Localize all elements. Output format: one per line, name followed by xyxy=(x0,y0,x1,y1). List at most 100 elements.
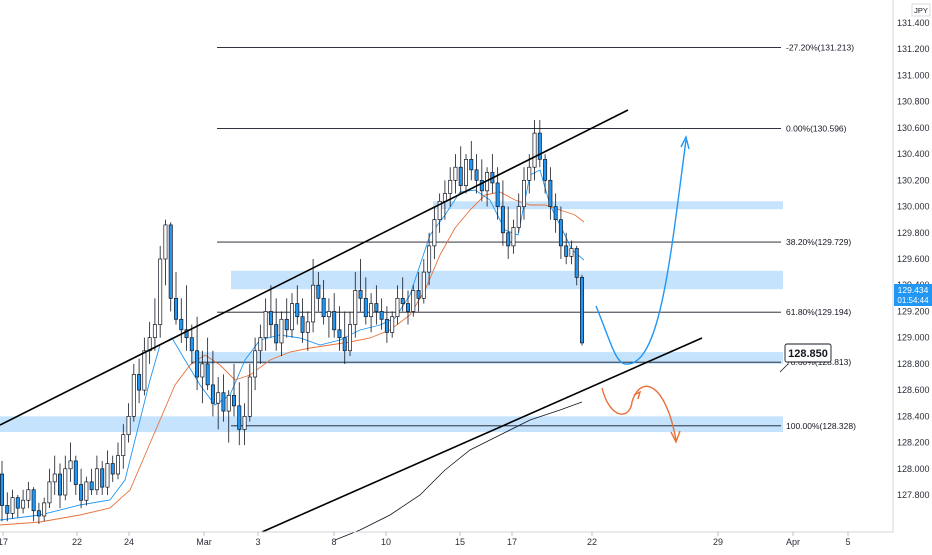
candle[interactable] xyxy=(311,259,316,333)
candle[interactable] xyxy=(158,245,163,338)
candle[interactable] xyxy=(543,154,548,194)
candle[interactable] xyxy=(58,463,62,509)
candle[interactable] xyxy=(537,120,542,168)
candle[interactable] xyxy=(390,311,395,338)
candle[interactable] xyxy=(110,455,115,482)
candle[interactable] xyxy=(432,206,437,259)
candle[interactable] xyxy=(200,350,205,404)
candle[interactable] xyxy=(300,298,305,343)
candle[interactable] xyxy=(73,455,78,495)
candle[interactable] xyxy=(348,311,352,357)
candle[interactable] xyxy=(316,272,321,312)
bearish-projection-arrow[interactable] xyxy=(601,385,677,441)
candle[interactable] xyxy=(253,337,258,391)
candle[interactable] xyxy=(290,293,294,338)
candle[interactable] xyxy=(152,298,157,351)
ma-long-line[interactable] xyxy=(334,401,583,541)
candle[interactable] xyxy=(263,298,268,351)
candle[interactable] xyxy=(237,382,242,446)
candle[interactable] xyxy=(174,272,178,325)
candle[interactable] xyxy=(321,279,326,325)
candle[interactable] xyxy=(516,193,521,233)
candle[interactable] xyxy=(395,285,400,325)
candle[interactable] xyxy=(337,306,342,351)
candle[interactable] xyxy=(500,180,505,246)
candle[interactable] xyxy=(574,245,579,286)
candle[interactable] xyxy=(216,377,221,430)
candle[interactable] xyxy=(94,455,99,495)
candle[interactable] xyxy=(506,206,511,259)
candle[interactable] xyxy=(226,390,231,443)
candle[interactable] xyxy=(100,460,105,495)
candle[interactable] xyxy=(400,277,405,312)
candle[interactable] xyxy=(558,206,563,259)
price-zone[interactable] xyxy=(231,270,783,290)
candle[interactable] xyxy=(10,489,15,519)
candle[interactable] xyxy=(189,324,194,364)
candle[interactable] xyxy=(126,403,131,443)
candle[interactable] xyxy=(427,232,432,286)
candle[interactable] xyxy=(42,497,47,522)
candle[interactable] xyxy=(258,324,263,364)
candle[interactable] xyxy=(295,285,300,325)
price-zone[interactable] xyxy=(433,201,783,210)
candle[interactable] xyxy=(21,489,26,514)
candle[interactable] xyxy=(15,495,20,518)
candle[interactable] xyxy=(52,455,57,495)
candle[interactable] xyxy=(358,259,363,312)
candle[interactable] xyxy=(163,219,168,286)
candle[interactable] xyxy=(379,298,384,330)
ma-fast-line[interactable] xyxy=(0,169,585,521)
candle[interactable] xyxy=(411,285,416,317)
candle[interactable] xyxy=(553,193,558,233)
candle[interactable] xyxy=(68,442,73,482)
candle[interactable] xyxy=(564,232,569,265)
candle[interactable] xyxy=(548,167,553,220)
candle[interactable] xyxy=(374,285,379,325)
candle[interactable] xyxy=(47,468,52,509)
candle[interactable] xyxy=(179,298,184,343)
candle[interactable] xyxy=(527,154,532,194)
candle[interactable] xyxy=(421,259,426,304)
candle[interactable] xyxy=(569,240,574,265)
candle[interactable] xyxy=(580,274,584,346)
candle[interactable] xyxy=(26,481,31,509)
candle[interactable] xyxy=(464,154,468,194)
candle[interactable] xyxy=(268,285,273,338)
candle[interactable] xyxy=(416,272,421,312)
candle[interactable] xyxy=(137,358,142,404)
candle[interactable] xyxy=(522,167,526,220)
candle[interactable] xyxy=(79,468,84,509)
price-zone[interactable] xyxy=(192,352,783,364)
candle[interactable] xyxy=(221,374,226,422)
candle[interactable] xyxy=(232,363,236,417)
candle[interactable] xyxy=(247,363,252,422)
bullish-projection-arrow[interactable] xyxy=(595,139,687,365)
candle[interactable] xyxy=(469,141,474,181)
candle[interactable] xyxy=(353,272,358,338)
last-price-badge[interactable]: 129.434 01:54:44 xyxy=(894,284,932,306)
candle[interactable] xyxy=(305,311,310,351)
candle[interactable] xyxy=(363,277,368,325)
candle[interactable] xyxy=(36,502,41,524)
candle[interactable] xyxy=(116,442,120,480)
candle[interactable] xyxy=(284,298,289,338)
candle[interactable] xyxy=(384,306,389,343)
candle[interactable] xyxy=(5,492,10,522)
lower-trendline[interactable] xyxy=(261,337,703,533)
candle[interactable] xyxy=(479,159,484,202)
candle[interactable] xyxy=(63,455,68,501)
candle[interactable] xyxy=(105,450,110,495)
candle[interactable] xyxy=(342,311,347,364)
candle[interactable] xyxy=(84,476,89,506)
candle[interactable] xyxy=(184,285,189,351)
candle[interactable] xyxy=(142,337,147,396)
candle[interactable] xyxy=(131,363,136,422)
candle[interactable] xyxy=(205,337,210,391)
candle[interactable] xyxy=(242,403,247,446)
price-callout[interactable]: 128.850 xyxy=(779,343,832,373)
candle[interactable] xyxy=(0,460,4,522)
candle[interactable] xyxy=(195,316,200,391)
candle[interactable] xyxy=(89,468,94,495)
price-zone[interactable] xyxy=(0,416,783,433)
